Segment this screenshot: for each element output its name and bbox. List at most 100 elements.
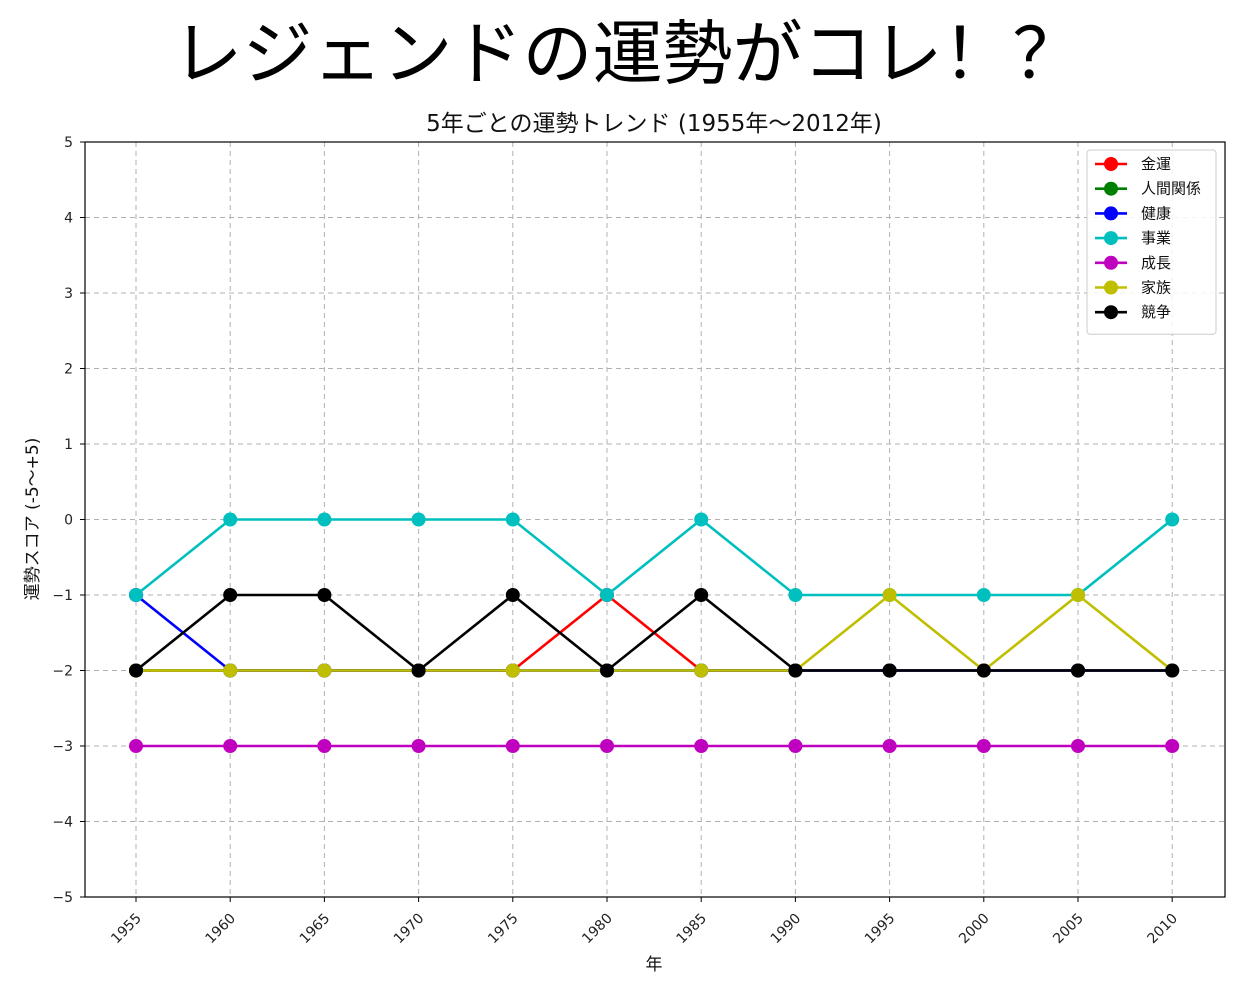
x-tick-label: 2010 [1145, 911, 1182, 948]
data-point [600, 739, 614, 753]
series-line [135, 593, 1173, 672]
data-point [129, 739, 143, 753]
x-tick-label: 1965 [297, 911, 334, 948]
legend-item: 事業 [1095, 229, 1171, 247]
banner-title: レジェンドの運勢がコレ！？ [172, 13, 1083, 95]
data-point [882, 663, 897, 678]
legend-marker [1104, 255, 1118, 270]
x-tick-label: 1955 [108, 911, 145, 948]
data-point [976, 739, 991, 753]
data-point [694, 739, 709, 753]
series-4 [129, 512, 1180, 602]
data-point [223, 739, 238, 753]
y-tick-label: 4 [64, 211, 73, 227]
data-point [788, 739, 803, 753]
legend-label: 人間関係 [1141, 180, 1201, 198]
data-point [317, 588, 332, 602]
data-point [317, 739, 332, 753]
x-tick-label: 1990 [768, 911, 805, 948]
legend-marker [1104, 181, 1118, 196]
series-line [136, 593, 1174, 672]
x-tick-label: 2005 [1050, 911, 1087, 948]
x-tick-label: 1960 [203, 911, 240, 948]
y-tick-label: 1 [64, 437, 73, 453]
data-point [694, 588, 709, 602]
data-point [129, 663, 143, 678]
data-point [411, 739, 426, 753]
data-point [505, 588, 520, 602]
plot-frame [84, 141, 1226, 898]
data-point [505, 663, 520, 678]
y-tick-label: −3 [52, 739, 73, 755]
data-point [1165, 663, 1180, 678]
legend-marker [1104, 231, 1118, 246]
legend-label: 競争 [1141, 303, 1171, 321]
data-point [976, 663, 991, 678]
series-line [135, 518, 1174, 597]
data-point [317, 663, 332, 678]
y-axis-title: 運勢スコア (-5〜+5) [23, 438, 43, 601]
y-tick-label: 3 [64, 286, 73, 302]
legend-marker [1104, 280, 1118, 295]
y-tick-label: 2 [64, 362, 73, 378]
legend-item: 健康 [1095, 204, 1171, 222]
data-point [411, 663, 426, 678]
series-layer [129, 512, 1180, 753]
legend-label: 健康 [1141, 204, 1171, 222]
data-point [505, 512, 520, 527]
data-point [788, 588, 803, 602]
series-7 [129, 588, 1180, 678]
legend-item: 家族 [1095, 279, 1171, 297]
data-point [223, 512, 238, 527]
legend-label: 事業 [1141, 229, 1171, 247]
y-tick-label: −1 [52, 588, 73, 604]
legend-item: 金運 [1095, 155, 1171, 173]
y-tick-label: 0 [64, 513, 73, 529]
x-tick-label: 1980 [579, 911, 616, 948]
data-point [694, 512, 709, 527]
legend-marker [1104, 206, 1118, 221]
y-tick-label: −5 [52, 890, 73, 906]
legend-item: 人間関係 [1095, 180, 1201, 198]
data-point [411, 512, 426, 527]
data-point [1071, 663, 1085, 678]
series-5 [129, 739, 1180, 753]
data-point [505, 739, 520, 753]
series-6 [129, 588, 1180, 678]
data-point [600, 663, 614, 678]
y-tick-label: 5 [64, 135, 73, 151]
axes: 5 4 3 2 1 0 −1 −2 −3 −4 −5 1955 1960 1965 1970 1975 1980… [52, 135, 1181, 947]
x-axis-title: 年 [646, 955, 663, 975]
data-point [600, 588, 614, 602]
legend-marker [1104, 305, 1118, 320]
x-tick-label: 1985 [674, 911, 711, 948]
data-point [976, 588, 991, 602]
legend-label: 家族 [1141, 279, 1171, 297]
x-tick-label: 1995 [862, 911, 899, 948]
y-tick-label: −4 [52, 815, 73, 831]
data-point [1071, 739, 1085, 753]
y-tick-label: −2 [52, 664, 73, 680]
data-point [317, 512, 332, 527]
x-tick-label: 1975 [485, 911, 522, 948]
legend-label: 成長 [1141, 254, 1171, 272]
data-point [1165, 512, 1180, 527]
x-tick-label: 1970 [391, 911, 428, 948]
data-point [694, 663, 709, 678]
data-point [1165, 739, 1180, 753]
chart-title: 5年ごとの運勢トレンド (1955年〜2012年) [426, 111, 882, 137]
legend-item: 成長 [1095, 254, 1171, 272]
data-point [882, 588, 897, 602]
data-point [788, 663, 803, 678]
legend-label: 金運 [1141, 155, 1171, 173]
data-point [129, 588, 143, 602]
data-point [223, 663, 238, 678]
legend-item: 競争 [1095, 303, 1171, 321]
data-point [882, 739, 897, 753]
legend-marker [1104, 157, 1118, 171]
data-point [1071, 588, 1085, 602]
x-tick-label: 2000 [956, 911, 993, 948]
data-point [223, 588, 238, 602]
